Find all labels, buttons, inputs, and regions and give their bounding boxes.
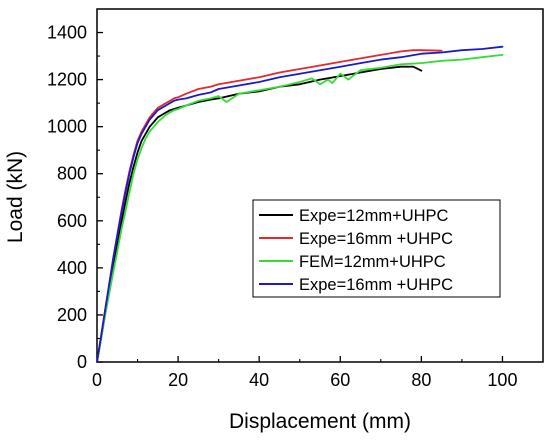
y-tick-label: 400 [57, 258, 87, 278]
legend-label-4: Expe=16mm +UHPC [299, 276, 453, 294]
x-tick-label: 40 [249, 370, 269, 390]
x-tick-label: 20 [168, 370, 188, 390]
series-line-1 [96, 65, 423, 363]
legend-label-1: Expe=12mm+UHPC [299, 207, 449, 225]
legend-box [252, 199, 501, 298]
series-line-4 [96, 45, 504, 363]
plot-frame [96, 8, 544, 363]
y-tick-label: 800 [57, 164, 87, 184]
y-tick-label: 1200 [47, 70, 87, 90]
y-tick-label: 600 [57, 211, 87, 231]
y-tick-label: 1400 [47, 23, 87, 43]
legend-label-3: FEM=12mm+UHPC [299, 253, 446, 271]
y-tick-label: 0 [77, 352, 87, 372]
x-tick-label: 0 [92, 370, 102, 390]
x-tick-label: 100 [487, 370, 517, 390]
x-tick-label: 80 [411, 370, 431, 390]
x-axis-title: Displacement (mm) [229, 410, 411, 433]
legend-label-2: Expe=16mm +UHPC [299, 230, 453, 248]
y-axis-title: Load (kN) [4, 151, 27, 243]
x-tick-label: 60 [330, 370, 350, 390]
series-line-3 [96, 54, 504, 363]
y-tick-label: 200 [57, 305, 87, 325]
y-tick-label: 1000 [47, 117, 87, 137]
